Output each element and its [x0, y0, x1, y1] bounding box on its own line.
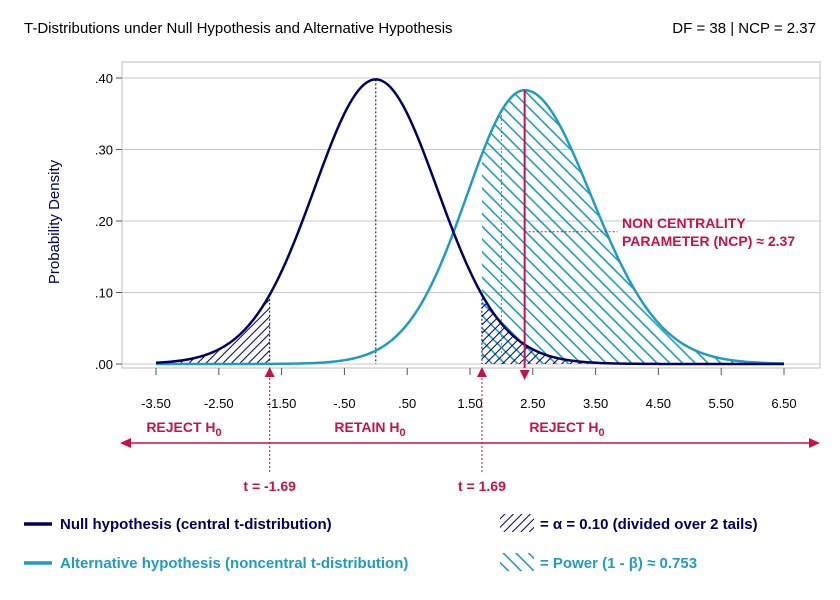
x-tick-label: 6.50: [771, 396, 796, 411]
legend-null-label: Null hypothesis (central t-distribution): [60, 516, 332, 533]
alpha-left-tail-area: [156, 294, 270, 364]
t-left-label: t = -1.69: [243, 478, 296, 494]
ncp-annotation-line1: NON CENTRALITY: [622, 215, 746, 231]
t-right-label: t = 1.69: [458, 478, 506, 494]
region-arrow-right-head: [809, 438, 820, 448]
x-tick-label: 3.50: [583, 396, 608, 411]
y-tick-label: .30: [95, 143, 113, 158]
reject-left-label: REJECT H0: [146, 419, 221, 439]
x-tick-label: 5.50: [709, 396, 734, 411]
y-tick-label: .40: [95, 71, 113, 86]
reject-right-label: REJECT H0: [529, 419, 604, 439]
alternative-distribution-curve: [156, 88, 785, 366]
legend-power-swatch: [500, 553, 534, 571]
x-tick-label: 2.50: [520, 396, 545, 411]
x-tick-label: .50: [398, 396, 416, 411]
y-tick-label: .20: [95, 214, 113, 229]
y-axis-label: Probability Density: [46, 159, 63, 284]
t-left-arrow: [264, 367, 275, 377]
df-ncp-label: DF = 38 | NCP = 2.37: [672, 20, 816, 37]
legend-alpha-swatch: [500, 514, 534, 532]
ncp-annotation-line2: PARAMETER (NCP) ≈ 2.37: [622, 233, 795, 249]
null-distribution-curve: [155, 78, 784, 366]
ncp-arrow-head: [519, 370, 530, 380]
x-tick-label: 1.50: [457, 396, 482, 411]
x-tick-label: 4.50: [646, 396, 671, 411]
legend-alpha-label: = α = 0.10 (divided over 2 tails): [540, 516, 758, 533]
region-arrow-left-head: [120, 438, 131, 448]
retain-label: RETAIN H0: [334, 419, 405, 439]
x-tick-label: -2.50: [204, 396, 234, 411]
chart-title: T-Distributions under Null Hypothesis an…: [24, 20, 453, 37]
alpha-right-tail-area: [481, 294, 784, 364]
legend-alt-label: Alternative hypothesis (noncentral t-dis…: [60, 555, 408, 572]
x-tick-label: -1.50: [267, 396, 297, 411]
plot-frame: [121, 61, 821, 369]
power-area: [481, 90, 784, 364]
y-tick-label: .00: [95, 357, 113, 372]
x-tick-label: -3.50: [141, 396, 171, 411]
t-right-arrow: [476, 367, 487, 377]
legend-power-label: = Power (1 - β) ≈ 0.753: [540, 555, 697, 572]
x-tick-label: -.50: [333, 396, 355, 411]
y-tick-label: .10: [95, 286, 113, 301]
x-axis-ticks: -3.50 -2.50 -1.50 -.50 .50 1.50 2.50 3.50 4.50 5.…: [141, 368, 797, 411]
y-axis-ticks: .00 .10 .20 .30 .40: [95, 71, 122, 372]
